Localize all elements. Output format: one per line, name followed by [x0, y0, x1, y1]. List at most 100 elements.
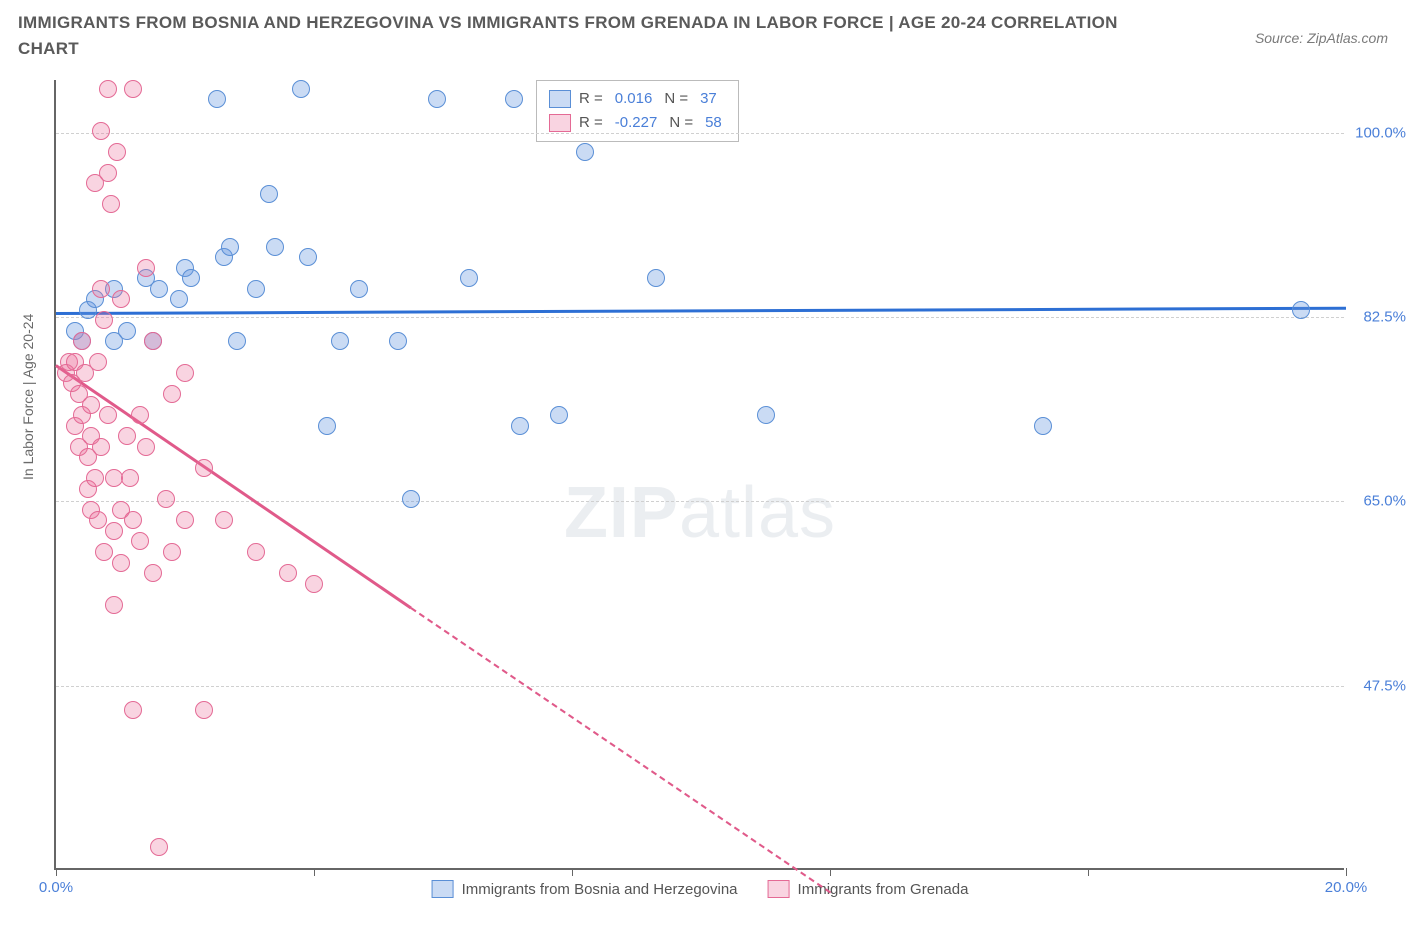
data-point-bosnia [647, 269, 665, 287]
chart-title: IMMIGRANTS FROM BOSNIA AND HERZEGOVINA V… [18, 10, 1168, 63]
data-point-grenada [99, 406, 117, 424]
x-tick [56, 868, 57, 876]
swatch-grenada [549, 114, 571, 132]
data-point-bosnia [221, 238, 239, 256]
data-point-grenada [89, 353, 107, 371]
x-tick [1346, 868, 1347, 876]
data-point-grenada [305, 575, 323, 593]
data-point-bosnia [1292, 301, 1310, 319]
data-point-grenada [195, 459, 213, 477]
data-point-bosnia [511, 417, 529, 435]
data-point-grenada [124, 80, 142, 98]
plot-area: ZIPatlas R = 0.016 N = 37 R = -0.227 N =… [54, 80, 1344, 870]
data-point-grenada [89, 511, 107, 529]
swatch-bosnia [549, 90, 571, 108]
x-tick [572, 868, 573, 876]
data-point-bosnia [228, 332, 246, 350]
data-point-grenada [137, 259, 155, 277]
legend-item-grenada: Immigrants from Grenada [768, 880, 969, 898]
data-point-bosnia [576, 143, 594, 161]
data-point-grenada [95, 311, 113, 329]
data-point-bosnia [402, 490, 420, 508]
data-point-grenada [131, 532, 149, 550]
data-point-bosnia [428, 90, 446, 108]
chart-container: ZIPatlas R = 0.016 N = 37 R = -0.227 N =… [54, 80, 1344, 870]
data-point-bosnia [299, 248, 317, 266]
data-point-grenada [86, 469, 104, 487]
data-point-grenada [247, 543, 265, 561]
legend-item-bosnia: Immigrants from Bosnia and Herzegovina [432, 880, 738, 898]
data-point-grenada [131, 406, 149, 424]
data-point-grenada [124, 701, 142, 719]
data-point-grenada [215, 511, 233, 529]
series-legend: Immigrants from Bosnia and Herzegovina I… [432, 880, 969, 898]
data-point-grenada [150, 838, 168, 856]
gridline [56, 133, 1344, 134]
data-point-grenada [92, 122, 110, 140]
y-tick-label: 47.5% [1363, 677, 1406, 694]
x-tick-label: 20.0% [1325, 879, 1368, 896]
data-point-bosnia [292, 80, 310, 98]
data-point-grenada [112, 554, 130, 572]
data-point-grenada [73, 332, 91, 350]
stats-row-grenada: R = -0.227 N = 58 [549, 111, 726, 135]
source-attribution: Source: ZipAtlas.com [1255, 30, 1388, 46]
y-axis-label: In Labor Force | Age 20-24 [20, 314, 36, 480]
data-point-grenada [99, 80, 117, 98]
data-point-bosnia [505, 90, 523, 108]
data-point-grenada [279, 564, 297, 582]
data-point-bosnia [550, 406, 568, 424]
data-point-grenada [112, 290, 130, 308]
data-point-bosnia [1034, 417, 1052, 435]
data-point-bosnia [757, 406, 775, 424]
data-point-grenada [108, 143, 126, 161]
data-point-grenada [121, 469, 139, 487]
data-point-grenada [118, 427, 136, 445]
data-point-grenada [105, 522, 123, 540]
data-point-grenada [92, 280, 110, 298]
trend-line-dashed [410, 607, 830, 893]
data-point-grenada [157, 490, 175, 508]
data-point-grenada [163, 385, 181, 403]
x-tick [830, 868, 831, 876]
data-point-grenada [176, 511, 194, 529]
stats-row-bosnia: R = 0.016 N = 37 [549, 87, 726, 111]
data-point-grenada [102, 195, 120, 213]
data-point-bosnia [350, 280, 368, 298]
data-point-bosnia [208, 90, 226, 108]
x-tick-label: 0.0% [39, 879, 73, 896]
data-point-grenada [82, 396, 100, 414]
data-point-bosnia [389, 332, 407, 350]
swatch-grenada-icon [768, 880, 790, 898]
x-tick [1088, 868, 1089, 876]
data-point-grenada [176, 364, 194, 382]
data-point-bosnia [118, 322, 136, 340]
y-tick-label: 65.0% [1363, 493, 1406, 510]
data-point-grenada [163, 543, 181, 561]
data-point-bosnia [150, 280, 168, 298]
data-point-bosnia [247, 280, 265, 298]
data-point-bosnia [260, 185, 278, 203]
data-point-grenada [92, 438, 110, 456]
data-point-bosnia [266, 238, 284, 256]
trend-line [55, 365, 411, 609]
y-tick-label: 82.5% [1363, 309, 1406, 326]
data-point-grenada [195, 701, 213, 719]
data-point-bosnia [182, 269, 200, 287]
data-point-grenada [99, 164, 117, 182]
data-point-grenada [144, 564, 162, 582]
watermark: ZIPatlas [564, 472, 836, 554]
gridline [56, 501, 1344, 502]
swatch-bosnia-icon [432, 880, 454, 898]
data-point-grenada [95, 543, 113, 561]
data-point-bosnia [318, 417, 336, 435]
data-point-grenada [144, 332, 162, 350]
data-point-bosnia [170, 290, 188, 308]
gridline [56, 317, 1344, 318]
data-point-grenada [124, 511, 142, 529]
x-tick [314, 868, 315, 876]
data-point-grenada [137, 438, 155, 456]
data-point-bosnia [460, 269, 478, 287]
data-point-bosnia [331, 332, 349, 350]
y-tick-label: 100.0% [1355, 124, 1406, 141]
